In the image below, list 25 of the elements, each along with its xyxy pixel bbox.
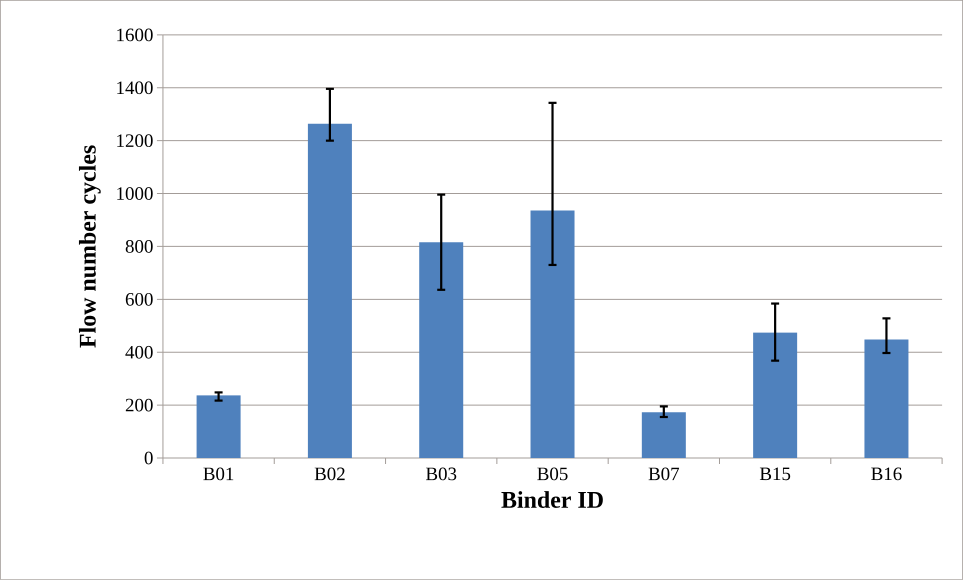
x-tick-label: B03 [426,468,456,480]
x-tick-label: B05 [537,468,568,480]
bar [864,340,908,458]
y-tick-label: 1200 [117,134,153,148]
x-tick-label: B02 [314,468,345,480]
y-tick-label: 200 [126,398,153,412]
bar [753,332,798,458]
bar [308,124,352,458]
y-axis-title: Flow number cycles [78,145,101,348]
bar [196,395,241,458]
x-tick-label: B15 [760,468,790,480]
x-tick-label: B07 [648,468,680,480]
y-tick-label: 0 [144,452,153,464]
y-tick-label: 1000 [117,187,153,200]
y-tick-label: 400 [125,346,153,359]
x-tick-label: B01 [203,468,234,480]
x-axis-title: Binder ID [501,491,603,508]
bar [642,412,686,458]
y-tick-label: 1400 [117,81,153,94]
y-tick-label: 800 [126,240,153,253]
x-tick-label: B16 [871,468,902,480]
bar [419,242,464,458]
y-tick-label: 600 [126,292,153,306]
y-tick-label: 1600 [117,28,153,42]
bar [530,210,575,458]
